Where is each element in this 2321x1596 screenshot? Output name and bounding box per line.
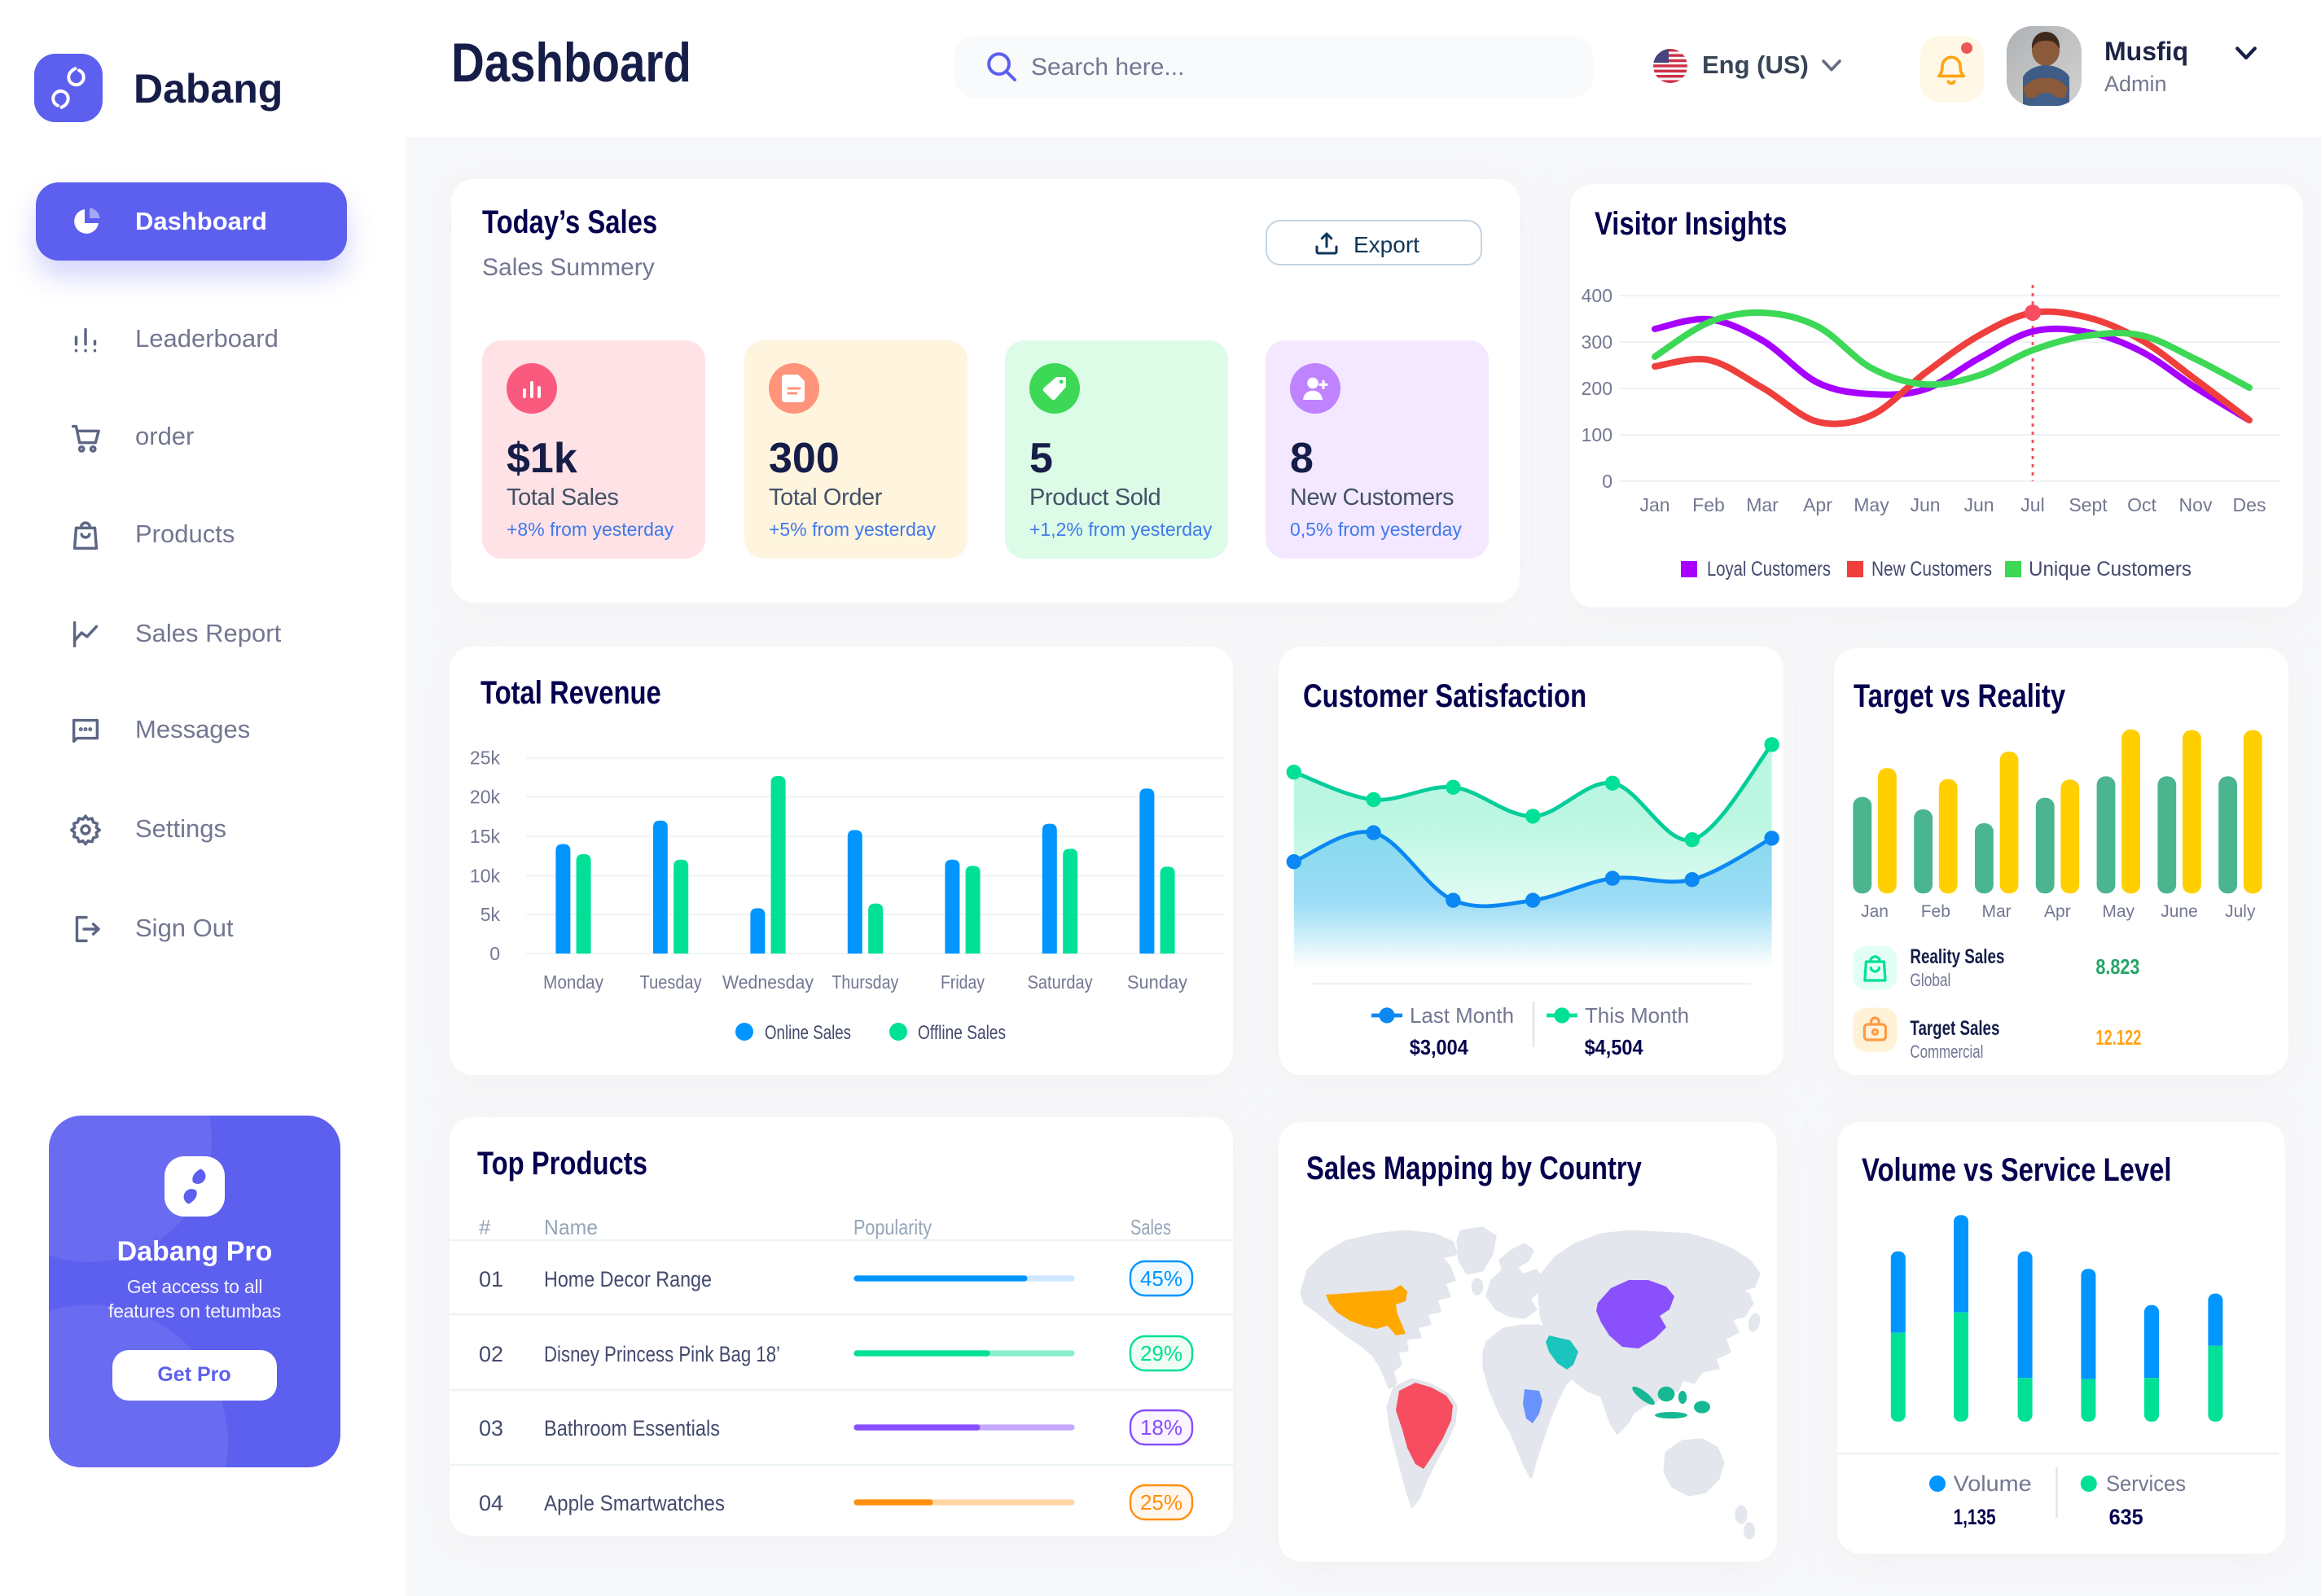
svg-text:New Customers: New Customers: [1871, 557, 1992, 580]
svg-text:June: June: [2161, 901, 2198, 920]
svg-text:Home Decor Range: Home Decor Range: [544, 1267, 712, 1291]
svg-text:Online Sales: Online Sales: [765, 1021, 851, 1043]
svg-text:This Month: This Month: [1585, 1002, 1689, 1027]
svg-text:Tuesday: Tuesday: [640, 971, 702, 992]
svg-text:Saturday: Saturday: [1028, 971, 1093, 992]
svg-text:Commercial: Commercial: [1910, 1041, 1983, 1061]
svg-text:0: 0: [1602, 470, 1612, 491]
svg-text:Bathroom Essentials: Bathroom Essentials: [544, 1416, 720, 1440]
svg-text:Offline Sales: Offline Sales: [918, 1021, 1006, 1043]
svg-text:Sunday: Sunday: [1127, 971, 1187, 992]
svg-text:Jun: Jun: [1963, 493, 1994, 515]
svg-text:18%: 18%: [1140, 1415, 1182, 1440]
svg-text:Popularity: Popularity: [853, 1215, 932, 1239]
svg-text:Reality Sales: Reality Sales: [1910, 945, 2004, 967]
svg-text:8.823: 8.823: [2095, 954, 2139, 978]
svg-text:03: 03: [479, 1416, 503, 1440]
svg-text:10k: 10k: [470, 864, 501, 885]
svg-text:Mar: Mar: [1746, 493, 1779, 515]
svg-text:$4,504: $4,504: [1585, 1034, 1643, 1059]
svg-text:5k: 5k: [480, 903, 501, 924]
svg-text:12.122: 12.122: [2095, 1024, 2141, 1049]
svg-text:Name: Name: [544, 1215, 598, 1239]
svg-text:25k: 25k: [470, 747, 501, 768]
svg-text:Nov: Nov: [2179, 493, 2213, 515]
svg-text:May: May: [2102, 901, 2135, 920]
svg-text:0: 0: [489, 942, 500, 963]
svg-text:29%: 29%: [1140, 1341, 1182, 1366]
svg-text:$3,004: $3,004: [1410, 1034, 1468, 1059]
svg-text:July: July: [2225, 901, 2256, 920]
svg-text:Jan: Jan: [1639, 493, 1669, 515]
svg-text:Volume: Volume: [1954, 1471, 2032, 1496]
svg-text:200: 200: [1582, 377, 1612, 398]
svg-text:1,135: 1,135: [1954, 1505, 1996, 1529]
svg-text:Global: Global: [1910, 969, 1950, 989]
svg-text:Last Month: Last Month: [1410, 1002, 1514, 1027]
svg-text:Jan: Jan: [1861, 901, 1889, 920]
svg-text:Apr: Apr: [1803, 493, 1832, 515]
svg-text:15k: 15k: [470, 825, 501, 846]
svg-text:Services: Services: [2106, 1471, 2186, 1496]
svg-text:#: #: [479, 1215, 491, 1239]
svg-text:Feb: Feb: [1692, 493, 1725, 515]
svg-text:25%: 25%: [1140, 1490, 1182, 1515]
svg-text:Feb: Feb: [1921, 901, 1950, 920]
svg-text:Monday: Monday: [543, 971, 603, 992]
svg-text:Thursday: Thursday: [831, 971, 898, 992]
svg-text:400: 400: [1582, 284, 1612, 305]
svg-text:Mar: Mar: [1982, 901, 2012, 920]
svg-text:04: 04: [479, 1491, 503, 1515]
svg-text:300: 300: [1582, 331, 1612, 352]
svg-text:Friday: Friday: [941, 971, 985, 992]
svg-text:Des: Des: [2233, 493, 2266, 515]
svg-text:100: 100: [1582, 423, 1612, 445]
svg-text:Oct: Oct: [2127, 493, 2156, 515]
svg-text:20k: 20k: [470, 786, 501, 807]
svg-text:Sept: Sept: [2069, 493, 2108, 515]
svg-text:Loyal Customers: Loyal Customers: [1707, 557, 1831, 580]
svg-text:May: May: [1854, 493, 1889, 515]
svg-text:Apple Smartwatches: Apple Smartwatches: [544, 1491, 725, 1515]
svg-text:Jul: Jul: [2020, 493, 2044, 515]
svg-text:Sales: Sales: [1130, 1215, 1171, 1239]
svg-text:45%: 45%: [1140, 1266, 1182, 1291]
svg-text:Wednesday: Wednesday: [722, 971, 814, 992]
svg-text:Target Sales: Target Sales: [1910, 1016, 1999, 1039]
svg-text:635: 635: [2109, 1505, 2143, 1529]
svg-text:Jun: Jun: [1910, 493, 1940, 515]
svg-text:Disney Princess Pink Bag 18’: Disney Princess Pink Bag 18’: [544, 1342, 780, 1366]
svg-text:01: 01: [479, 1267, 503, 1291]
svg-text:Unique Customers: Unique Customers: [2029, 557, 2192, 580]
svg-text:02: 02: [479, 1342, 503, 1366]
svg-text:Apr: Apr: [2044, 901, 2071, 920]
